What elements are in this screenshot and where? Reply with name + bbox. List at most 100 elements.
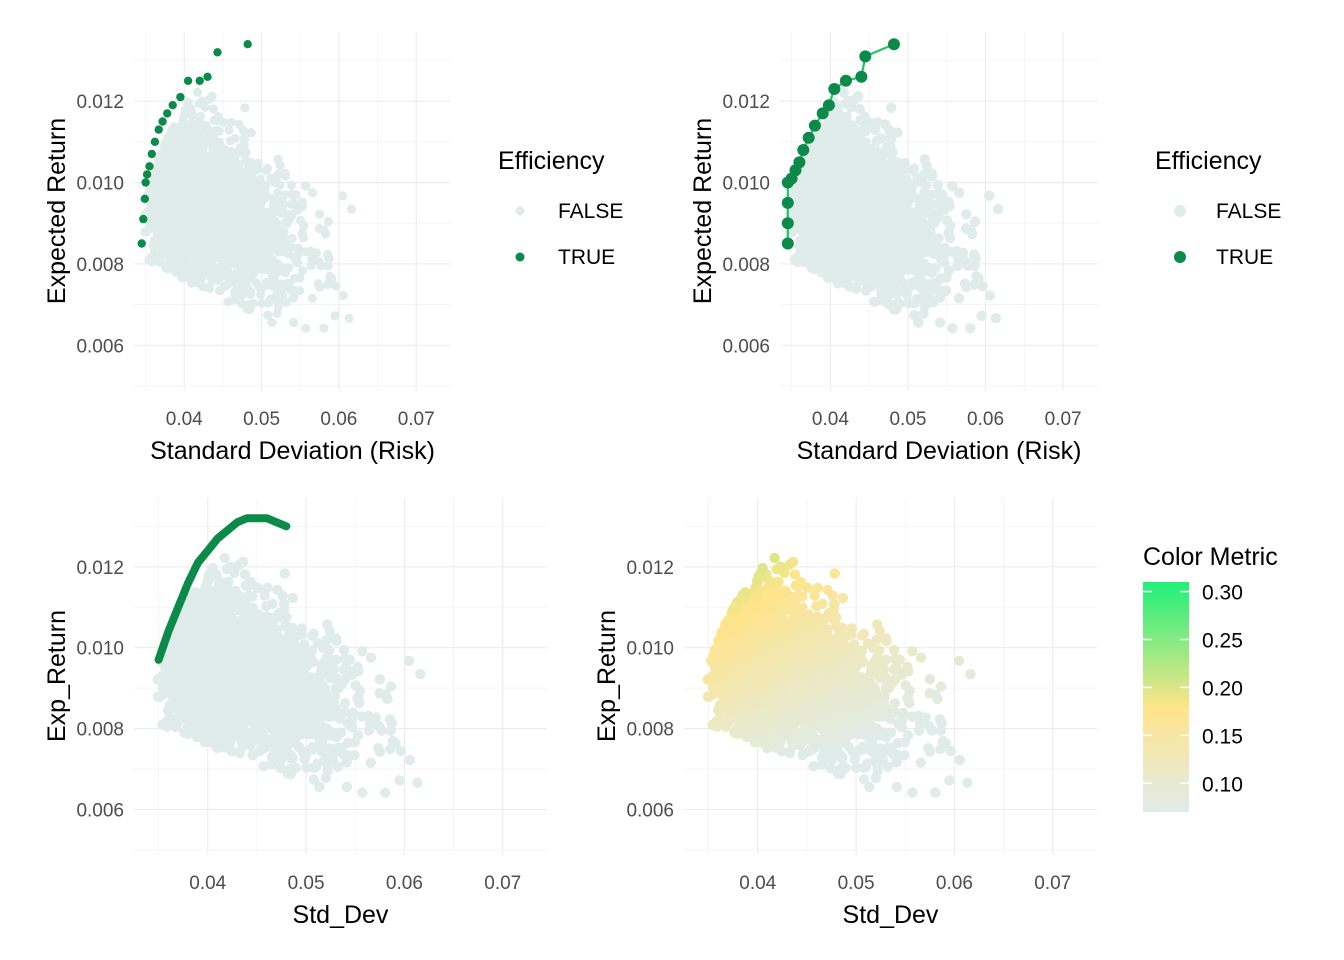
scatter-point — [323, 261, 333, 271]
scatter-point — [286, 199, 296, 209]
scatter-point — [222, 241, 232, 251]
scatter-point — [331, 281, 341, 291]
scatter-point — [209, 115, 219, 125]
y-tick-label: 0.008 — [76, 255, 124, 276]
efficient-point — [141, 178, 150, 187]
scatter-point — [239, 134, 250, 144]
scatter-point — [246, 128, 256, 138]
efficient-point — [139, 214, 148, 224]
scatter-point — [193, 236, 203, 246]
scatter-point — [209, 274, 219, 284]
scatter-point — [162, 262, 172, 272]
x-tick-label: 0.07 — [398, 409, 435, 430]
scatter-point — [173, 229, 184, 239]
scatter-point — [301, 323, 311, 333]
scatter-point — [283, 249, 293, 259]
scatter-point — [240, 156, 251, 166]
scatter-point — [226, 117, 236, 127]
scatter-point — [301, 181, 311, 191]
scatter-point — [161, 191, 171, 201]
efficient-point — [142, 170, 152, 179]
scatter-point — [189, 228, 199, 238]
panel-efficiency-connected: 0.04 0.05 0.06 0.070.0060.0080.0100.012Stan… — [689, 32, 1098, 465]
scatter-point — [150, 238, 160, 248]
scatter-point — [196, 189, 206, 199]
scatter-point — [967, 228, 978, 240]
scatter-point — [279, 227, 289, 237]
scatter-point — [170, 137, 180, 147]
scatter-point — [919, 154, 930, 165]
efficient-point — [140, 194, 149, 203]
efficient-point — [150, 137, 160, 146]
scatter-point — [932, 179, 944, 191]
scatter-point — [241, 147, 251, 157]
scatter-point — [249, 201, 259, 212]
scatter-point — [926, 170, 938, 182]
x-tick-label: 0.06 — [320, 409, 357, 430]
scatter-point — [262, 277, 272, 287]
scatter-point — [272, 308, 282, 319]
scatter-point — [174, 163, 184, 173]
scatter-point — [330, 311, 340, 321]
scatter-point — [223, 171, 233, 181]
scatter-point — [253, 158, 263, 168]
scatter-point — [901, 289, 913, 300]
scatter-point — [270, 277, 280, 287]
scatter-point — [289, 318, 299, 328]
scatter-point — [947, 323, 958, 334]
scatter-point — [941, 215, 953, 226]
scatter-point — [207, 130, 217, 140]
scatter-point — [287, 233, 297, 243]
scatter-point — [282, 278, 292, 288]
scatter-point — [208, 104, 218, 114]
scatter-point — [274, 301, 284, 312]
scatter-point — [894, 298, 905, 309]
scatter-point — [277, 266, 287, 276]
scatter-point — [215, 143, 225, 153]
scatter-point — [933, 188, 944, 199]
scatter-point — [220, 282, 230, 292]
y-tick-label: 0.012 — [76, 92, 124, 113]
scatter-point — [216, 200, 226, 210]
scatter-point — [250, 186, 260, 196]
scatter-point — [237, 290, 247, 300]
scatter-point — [197, 96, 207, 106]
scatter-point — [298, 233, 309, 243]
scatter-point — [961, 209, 972, 220]
scatter-point — [184, 242, 194, 252]
scatter-point — [146, 203, 156, 213]
scatter-point — [316, 261, 326, 271]
gridlines — [134, 32, 451, 390]
scatter-point — [232, 149, 242, 159]
scatter-point — [234, 119, 244, 129]
scatter-point — [215, 188, 225, 198]
scatter-point — [175, 216, 185, 226]
scatter-point — [315, 209, 325, 219]
scatter-point — [289, 273, 299, 283]
scatter-point — [255, 290, 266, 300]
scatter-point — [225, 136, 235, 146]
scatter-point — [153, 196, 163, 207]
scatter-point — [261, 207, 271, 217]
scatter-point — [984, 290, 995, 301]
efficient-point — [183, 76, 193, 86]
scatter-point — [969, 260, 980, 272]
scatter-point — [263, 310, 273, 320]
efficient-point — [137, 239, 146, 248]
scatter-point — [965, 323, 976, 334]
scatter-point — [250, 245, 260, 255]
scatter-point — [212, 211, 222, 221]
efficient-point — [176, 92, 185, 102]
efficient-point — [158, 117, 167, 126]
scatter-point — [190, 138, 200, 148]
scatter-point — [313, 279, 323, 289]
scatter-point — [287, 189, 297, 199]
scatter-point — [204, 254, 214, 264]
scatter-point — [190, 112, 200, 122]
scatter-point — [277, 206, 287, 216]
scatter-point — [909, 298, 920, 309]
scatter-point — [872, 117, 883, 128]
scatter-point — [895, 267, 906, 279]
panel-efficiency-points: 0.04 0.05 0.06 0.070.0060.0080.0100.012Stan… — [43, 32, 451, 465]
scatter-point — [183, 212, 193, 222]
